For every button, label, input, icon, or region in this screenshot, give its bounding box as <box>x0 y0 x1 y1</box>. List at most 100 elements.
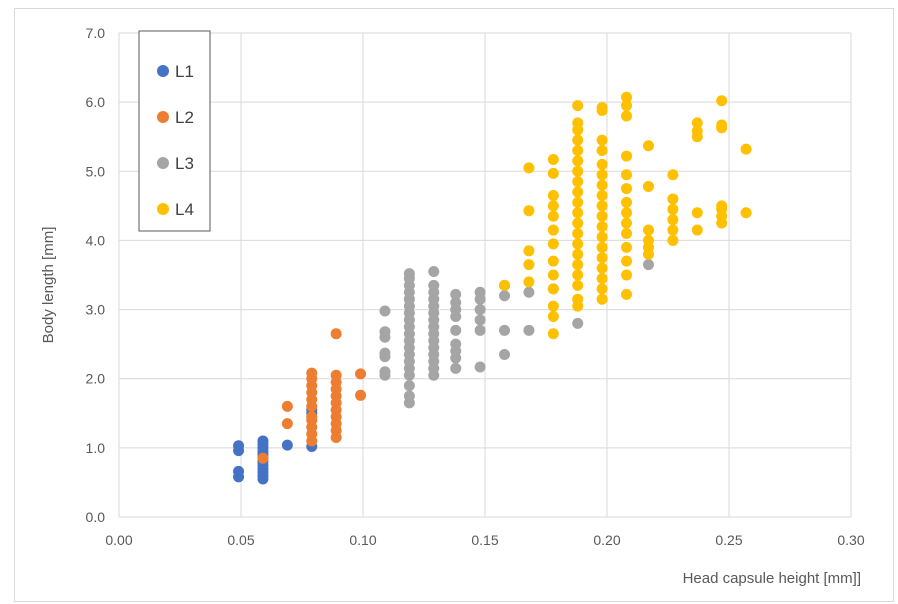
data-point <box>596 158 608 170</box>
data-point <box>547 300 559 312</box>
y-tick-label: 1.0 <box>86 440 106 456</box>
y-axis-ticks: 0.0 1.0 2.0 3.0 4.0 5.0 6.0 7.0 <box>86 25 106 525</box>
data-point <box>642 180 654 192</box>
data-point <box>716 119 728 131</box>
data-point <box>572 259 584 271</box>
legend-marker-l4 <box>157 203 169 215</box>
data-point <box>547 255 559 267</box>
data-point <box>306 367 318 379</box>
data-point <box>621 91 633 103</box>
data-point <box>450 362 462 374</box>
data-point <box>330 369 342 381</box>
data-point <box>572 217 584 229</box>
data-point <box>716 200 728 212</box>
data-point <box>499 349 511 361</box>
data-point <box>596 189 608 201</box>
data-point <box>572 196 584 208</box>
data-point <box>330 328 342 340</box>
series-l3 <box>379 259 654 409</box>
data-point <box>621 228 633 240</box>
legend-label-l1: L1 <box>175 62 194 81</box>
data-point <box>667 214 679 226</box>
data-point <box>596 200 608 212</box>
data-point <box>379 366 391 378</box>
data-point <box>596 262 608 274</box>
data-point <box>523 245 535 257</box>
data-point <box>523 276 535 288</box>
data-point <box>379 326 391 338</box>
data-point <box>547 210 559 222</box>
gridlines <box>118 32 852 518</box>
series-l4 <box>499 91 752 340</box>
data-point <box>691 207 703 219</box>
data-point <box>667 234 679 246</box>
data-point <box>499 279 511 291</box>
data-point <box>523 324 535 336</box>
data-point <box>596 272 608 284</box>
data-point <box>572 269 584 281</box>
data-point <box>596 252 608 264</box>
data-point <box>547 167 559 179</box>
data-point <box>403 390 415 402</box>
data-point <box>596 221 608 233</box>
data-point <box>621 100 633 112</box>
data-point <box>474 304 486 316</box>
data-point <box>547 310 559 322</box>
data-point <box>572 176 584 188</box>
legend-items: L1 L2 L3 L4 <box>157 62 194 219</box>
data-point <box>596 134 608 146</box>
x-tick-label: 0.30 <box>837 532 864 548</box>
data-point <box>642 259 654 271</box>
data-point <box>667 169 679 181</box>
data-point <box>740 143 752 155</box>
data-point <box>716 95 728 107</box>
x-tick-label: 0.25 <box>715 532 742 548</box>
data-point <box>572 165 584 177</box>
x-tick-label: 0.00 <box>105 532 132 548</box>
data-point <box>547 269 559 281</box>
legend-marker-l3 <box>157 157 169 169</box>
data-point <box>281 400 293 412</box>
y-axis-title: Body length [mm] <box>40 227 57 344</box>
data-point <box>474 361 486 373</box>
data-point <box>257 435 269 447</box>
data-point <box>572 100 584 112</box>
data-point <box>474 314 486 326</box>
data-point <box>547 154 559 166</box>
data-point <box>547 200 559 212</box>
data-point <box>547 224 559 236</box>
data-point <box>572 134 584 146</box>
data-point <box>355 368 367 380</box>
data-point <box>233 440 245 452</box>
data-point <box>523 286 535 298</box>
data-point <box>642 234 654 246</box>
legend-box <box>138 30 211 232</box>
data-point <box>596 210 608 222</box>
y-tick-label: 4.0 <box>86 232 106 248</box>
data-point <box>379 347 391 359</box>
data-point <box>572 186 584 198</box>
data-point <box>667 193 679 205</box>
data-point <box>621 110 633 122</box>
data-point <box>621 255 633 267</box>
data-point <box>667 224 679 236</box>
data-point <box>547 238 559 250</box>
y-tick-label: 5.0 <box>86 163 106 179</box>
y-tick-label: 7.0 <box>86 25 106 41</box>
data-point <box>403 380 415 392</box>
legend-label-l2: L2 <box>175 108 194 127</box>
data-point <box>596 145 608 157</box>
legend-label-l3: L3 <box>175 154 194 173</box>
data-point <box>523 259 535 271</box>
data-point <box>691 117 703 129</box>
data-point <box>621 269 633 281</box>
data-point <box>572 279 584 291</box>
data-point <box>596 169 608 181</box>
data-point <box>572 317 584 329</box>
data-point <box>621 169 633 181</box>
data-point <box>621 196 633 208</box>
x-axis-ticks: 0.00 0.05 0.10 0.15 0.20 0.25 0.30 <box>105 532 864 548</box>
data-point <box>572 155 584 167</box>
data-point <box>428 266 440 278</box>
x-tick-label: 0.15 <box>471 532 498 548</box>
